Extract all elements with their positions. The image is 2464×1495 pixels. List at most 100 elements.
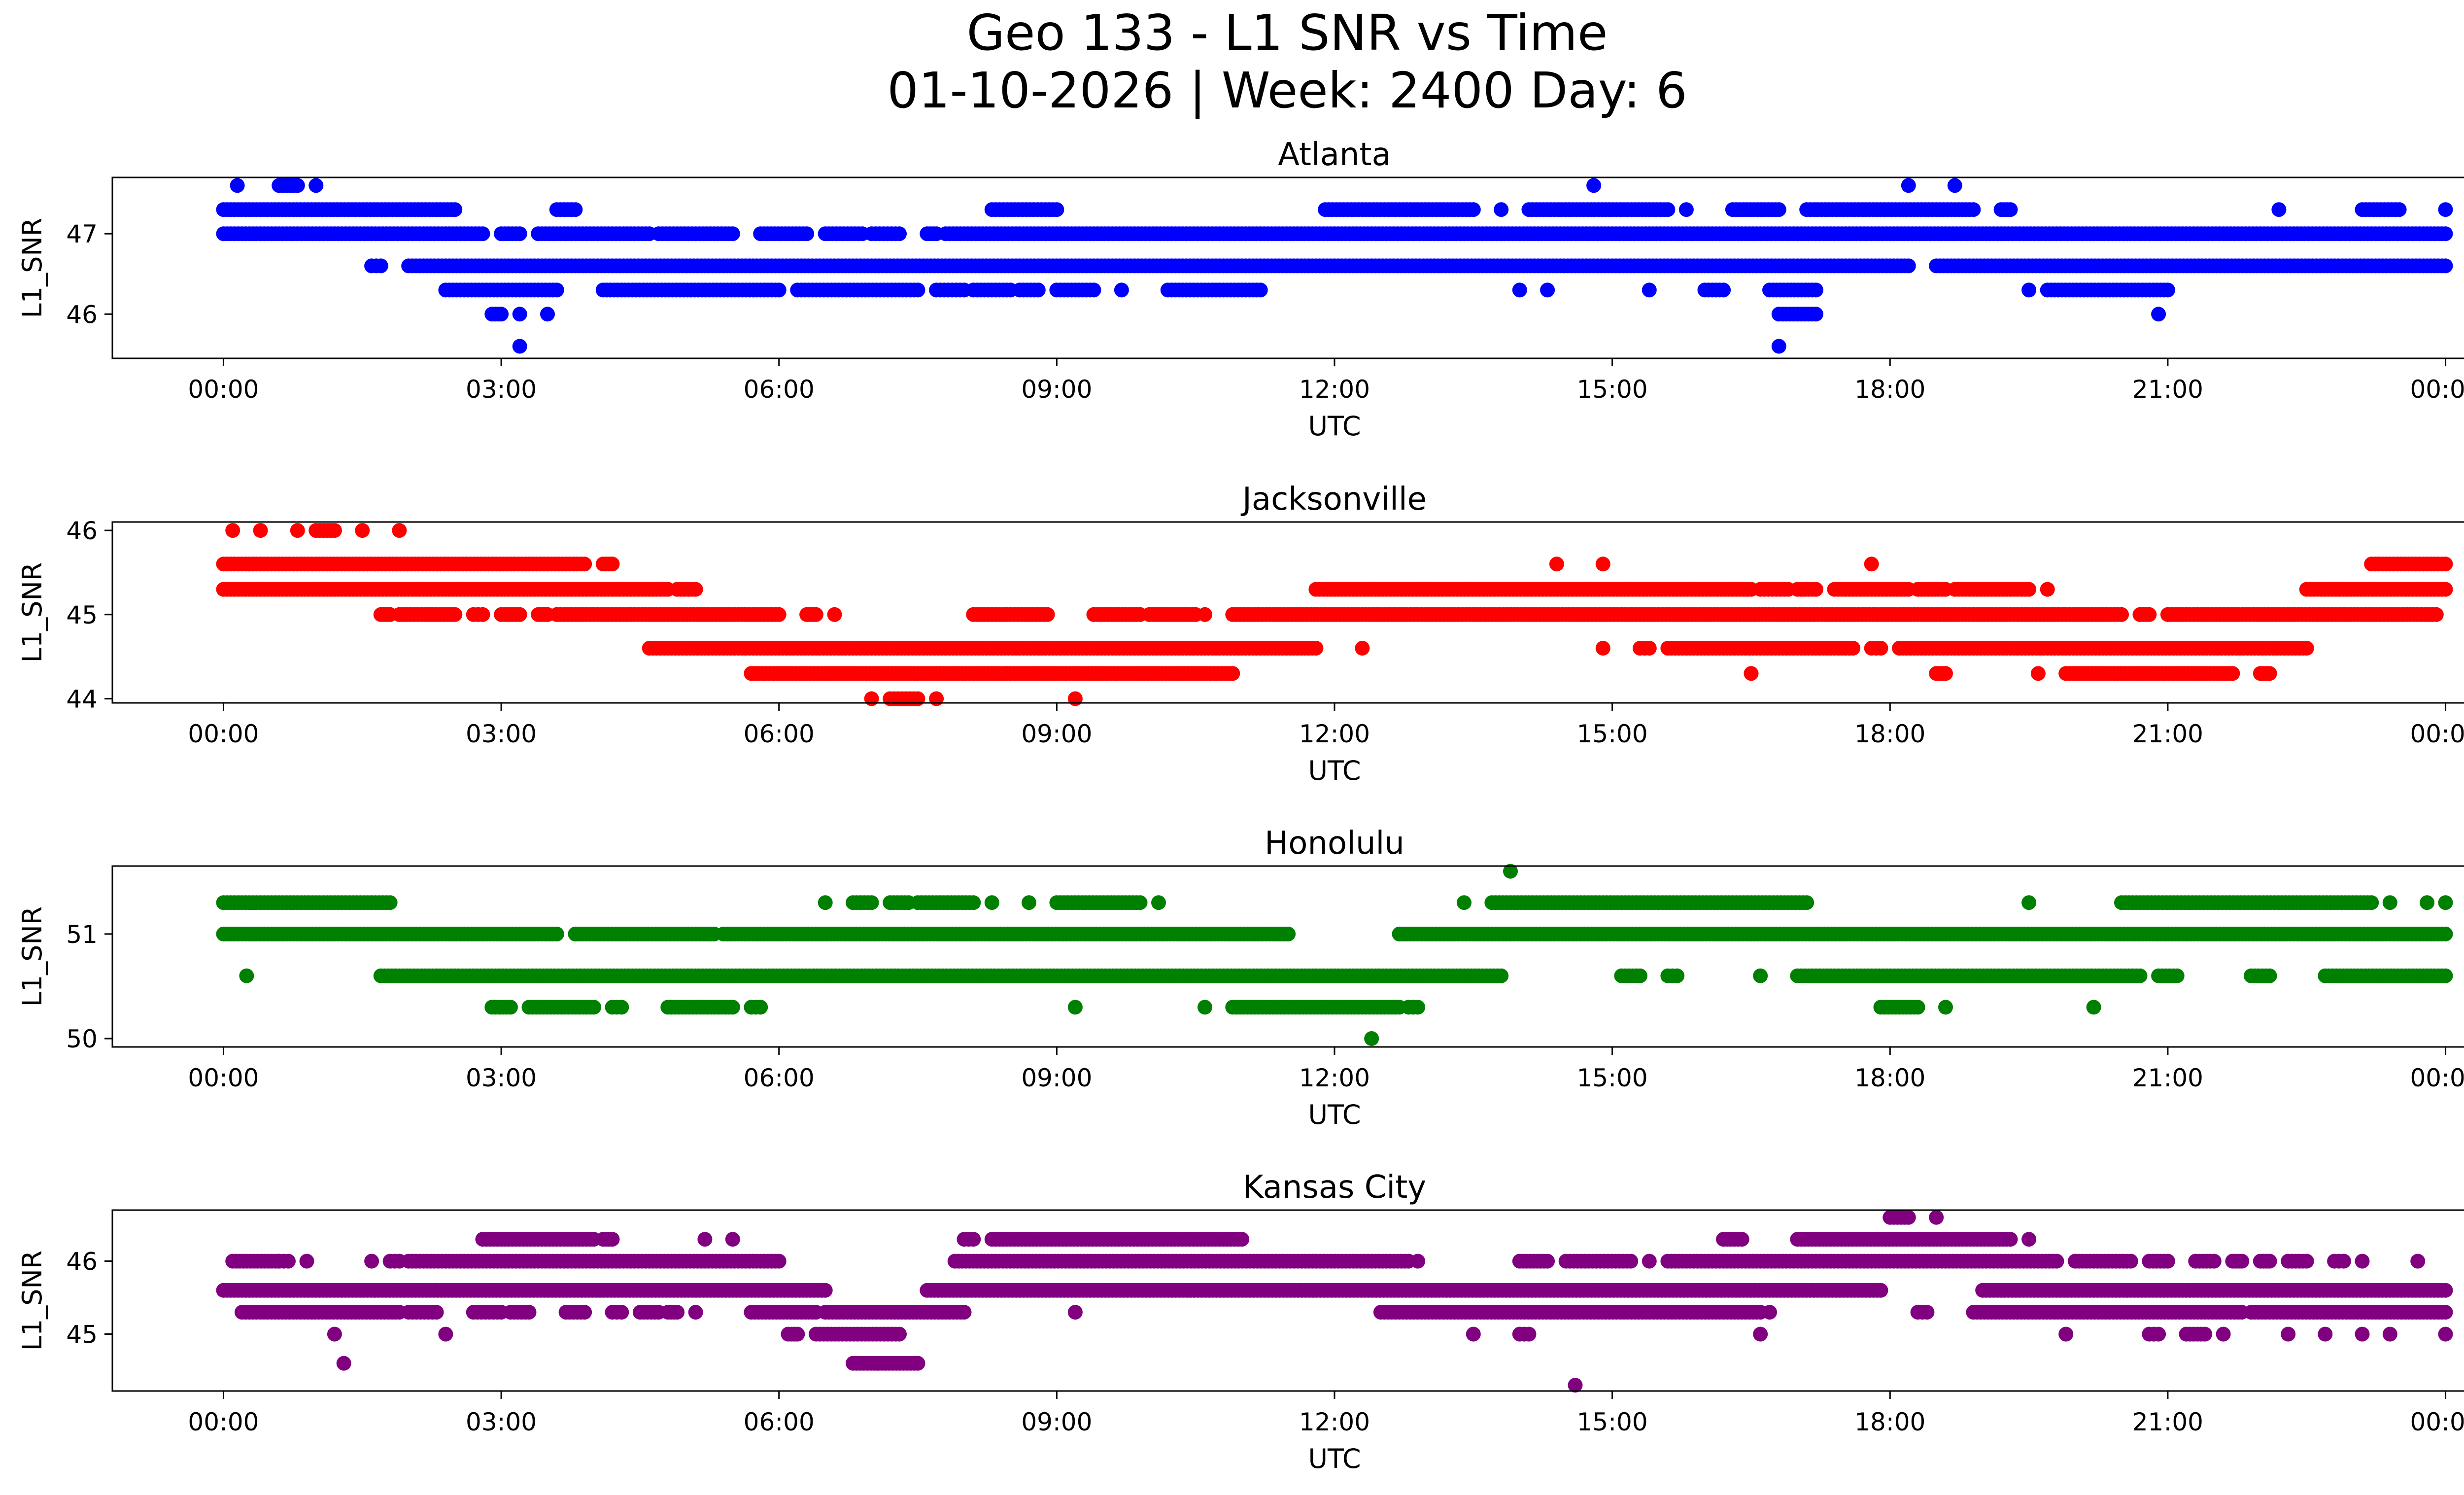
x-tick-label: 09:00 bbox=[1021, 1064, 1092, 1092]
data-point bbox=[1086, 282, 1101, 298]
data-point bbox=[1067, 1000, 1083, 1015]
data-point bbox=[364, 1253, 379, 1269]
y-tick-label: 50 bbox=[66, 1025, 98, 1053]
data-point bbox=[1022, 895, 1036, 910]
data-point bbox=[1744, 666, 1759, 681]
data-point bbox=[1901, 1210, 1916, 1225]
data-point bbox=[494, 307, 509, 322]
data-point bbox=[771, 1253, 787, 1269]
data-point bbox=[2142, 607, 2157, 622]
data-point bbox=[2040, 582, 2055, 597]
data-point bbox=[230, 178, 245, 193]
data-point bbox=[2030, 666, 2046, 681]
data-point bbox=[910, 691, 925, 706]
data-point bbox=[864, 691, 879, 706]
data-point bbox=[688, 582, 703, 597]
data-point bbox=[1938, 666, 1953, 681]
data-point bbox=[984, 895, 999, 910]
data-point bbox=[2299, 641, 2314, 656]
data-point bbox=[697, 1232, 713, 1247]
data-point bbox=[1308, 641, 1324, 656]
y-tick-label: 46 bbox=[66, 517, 98, 545]
data-point bbox=[2003, 202, 2018, 217]
data-point bbox=[1633, 968, 1647, 983]
data-point bbox=[512, 307, 527, 322]
data-point bbox=[1642, 282, 1657, 298]
data-point bbox=[929, 691, 944, 706]
x-tick-label: 09:00 bbox=[1021, 375, 1092, 404]
data-point bbox=[2382, 895, 2397, 910]
data-point bbox=[2438, 895, 2453, 910]
data-point bbox=[2225, 666, 2240, 681]
data-point bbox=[725, 1232, 740, 1247]
data-point bbox=[1410, 1000, 1426, 1015]
data-point bbox=[1809, 582, 1823, 597]
data-point bbox=[1660, 202, 1676, 217]
y-tick-label: 47 bbox=[66, 220, 98, 248]
x-tick-label: 18:00 bbox=[1854, 1064, 1925, 1092]
data-point bbox=[1966, 202, 1981, 217]
x-tick-label: 00:00 bbox=[2410, 720, 2464, 748]
data-point bbox=[605, 556, 620, 572]
y-tick-label: 44 bbox=[66, 685, 98, 713]
x-tick-label: 12:00 bbox=[1299, 720, 1370, 748]
data-point bbox=[2392, 202, 2407, 217]
data-point bbox=[2438, 556, 2453, 572]
x-tick-label: 03:00 bbox=[466, 720, 537, 748]
x-tick-label: 18:00 bbox=[1854, 375, 1925, 404]
panel-honolulu-x-axis-label: UTC bbox=[1308, 1099, 1361, 1130]
data-point bbox=[1355, 641, 1370, 656]
data-point bbox=[299, 1253, 314, 1269]
data-point bbox=[1595, 641, 1610, 656]
data-point bbox=[2438, 582, 2453, 597]
data-point bbox=[2438, 926, 2453, 941]
data-point bbox=[605, 1232, 620, 1247]
data-point bbox=[827, 607, 842, 622]
panel-atlanta-title: Atlanta bbox=[1278, 137, 1391, 173]
data-point bbox=[1846, 641, 1861, 656]
data-point bbox=[1466, 202, 1481, 217]
data-point bbox=[392, 523, 407, 538]
x-tick-label: 03:00 bbox=[466, 1064, 537, 1092]
data-point bbox=[1929, 1210, 1944, 1225]
data-point bbox=[1494, 202, 1509, 217]
data-point bbox=[2438, 226, 2453, 242]
data-point bbox=[549, 926, 564, 941]
data-point bbox=[1910, 1000, 1925, 1015]
data-point bbox=[1947, 178, 1962, 193]
data-point bbox=[1225, 666, 1240, 681]
panel-kansas-city-points bbox=[216, 1210, 2453, 1393]
data-point bbox=[373, 258, 388, 274]
data-point bbox=[290, 178, 305, 193]
data-point bbox=[614, 1000, 629, 1015]
x-tick-label: 15:00 bbox=[1577, 375, 1648, 404]
data-point bbox=[725, 1000, 740, 1015]
data-point bbox=[1049, 202, 1064, 217]
data-point bbox=[512, 607, 527, 622]
data-point bbox=[1494, 968, 1509, 983]
data-point bbox=[771, 607, 787, 622]
data-point bbox=[2429, 607, 2444, 622]
data-point bbox=[308, 178, 324, 193]
data-point bbox=[1938, 1000, 1953, 1015]
panel-atlanta-y-axis-label: L1_SNR bbox=[17, 218, 48, 318]
data-point bbox=[577, 556, 592, 572]
data-point bbox=[1549, 556, 1564, 572]
y-tick-label: 45 bbox=[66, 601, 98, 629]
data-point bbox=[2021, 582, 2037, 597]
data-point bbox=[1873, 641, 1888, 656]
panel-jacksonville-y-axis-label: L1_SNR bbox=[17, 562, 48, 663]
data-point bbox=[2262, 968, 2277, 983]
data-point bbox=[1040, 607, 1055, 622]
data-point bbox=[503, 1000, 518, 1015]
data-point bbox=[2003, 1232, 2018, 1247]
data-point bbox=[966, 1232, 981, 1247]
data-point bbox=[2271, 202, 2287, 217]
data-point bbox=[512, 226, 527, 242]
y-tick-label: 46 bbox=[66, 300, 98, 329]
data-point bbox=[1771, 339, 1786, 354]
data-point bbox=[382, 895, 398, 910]
